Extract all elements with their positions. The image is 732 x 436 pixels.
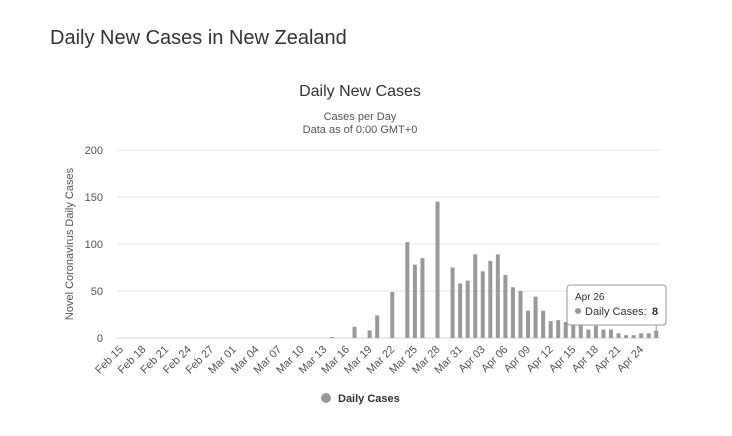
- bar: [541, 310, 546, 338]
- bar: [616, 333, 621, 338]
- bar: [495, 254, 500, 338]
- bar: [533, 296, 538, 338]
- y-tick-label: 50: [91, 286, 103, 298]
- bar: [518, 291, 523, 338]
- y-tick-label: 200: [85, 145, 103, 157]
- bar: [465, 280, 470, 338]
- chart-title: Daily New Cases: [299, 83, 421, 100]
- bar: [593, 325, 598, 338]
- page-title: Daily New Cases in New Zealand: [50, 27, 347, 49]
- bar: [608, 329, 613, 338]
- chart-subtitle: Cases per Day: [324, 111, 397, 123]
- bar: [586, 329, 591, 338]
- bar: [473, 254, 478, 338]
- legend-marker[interactable]: [321, 393, 331, 403]
- tooltip-box: [566, 284, 667, 326]
- bar: [329, 337, 334, 338]
- bar: [503, 275, 508, 338]
- bar: [352, 326, 357, 338]
- bar: [639, 333, 644, 338]
- bar: [450, 267, 455, 338]
- tooltip-marker: [575, 308, 581, 314]
- tooltip-title: Apr 26: [575, 292, 605, 303]
- bar: [624, 335, 629, 338]
- tooltip-value: 8: [652, 306, 658, 318]
- bar: [646, 333, 651, 338]
- bar: [420, 258, 425, 338]
- bar: [526, 310, 531, 338]
- y-tick-label: 100: [85, 239, 103, 251]
- bar: [488, 260, 493, 338]
- bar: [390, 291, 395, 338]
- bar: [556, 320, 561, 338]
- bar: [601, 329, 606, 338]
- bar: [654, 330, 659, 338]
- tooltip: Apr 26 Daily Cases: 8: [566, 284, 667, 330]
- bar: [367, 330, 372, 338]
- bar: [458, 283, 463, 338]
- y-axis-title: Novel Coronavirus Daily Cases: [64, 167, 76, 320]
- y-tick-label: 150: [85, 192, 103, 204]
- y-tick-label: 0: [97, 333, 103, 345]
- bar: [578, 323, 583, 338]
- bar: [412, 264, 417, 338]
- bar: [510, 287, 515, 338]
- bar: [435, 201, 440, 338]
- bar: [563, 322, 568, 338]
- bar: [571, 323, 576, 338]
- chart-subtitle: Data as of 0:00 GMT+0: [303, 124, 418, 136]
- tooltip-label: Daily Cases:: [585, 306, 647, 318]
- bar: [631, 335, 636, 338]
- bar: [375, 315, 380, 338]
- bar: [405, 242, 410, 338]
- legend-label[interactable]: Daily Cases: [338, 393, 400, 405]
- bar: [548, 321, 553, 338]
- bar: [480, 271, 485, 338]
